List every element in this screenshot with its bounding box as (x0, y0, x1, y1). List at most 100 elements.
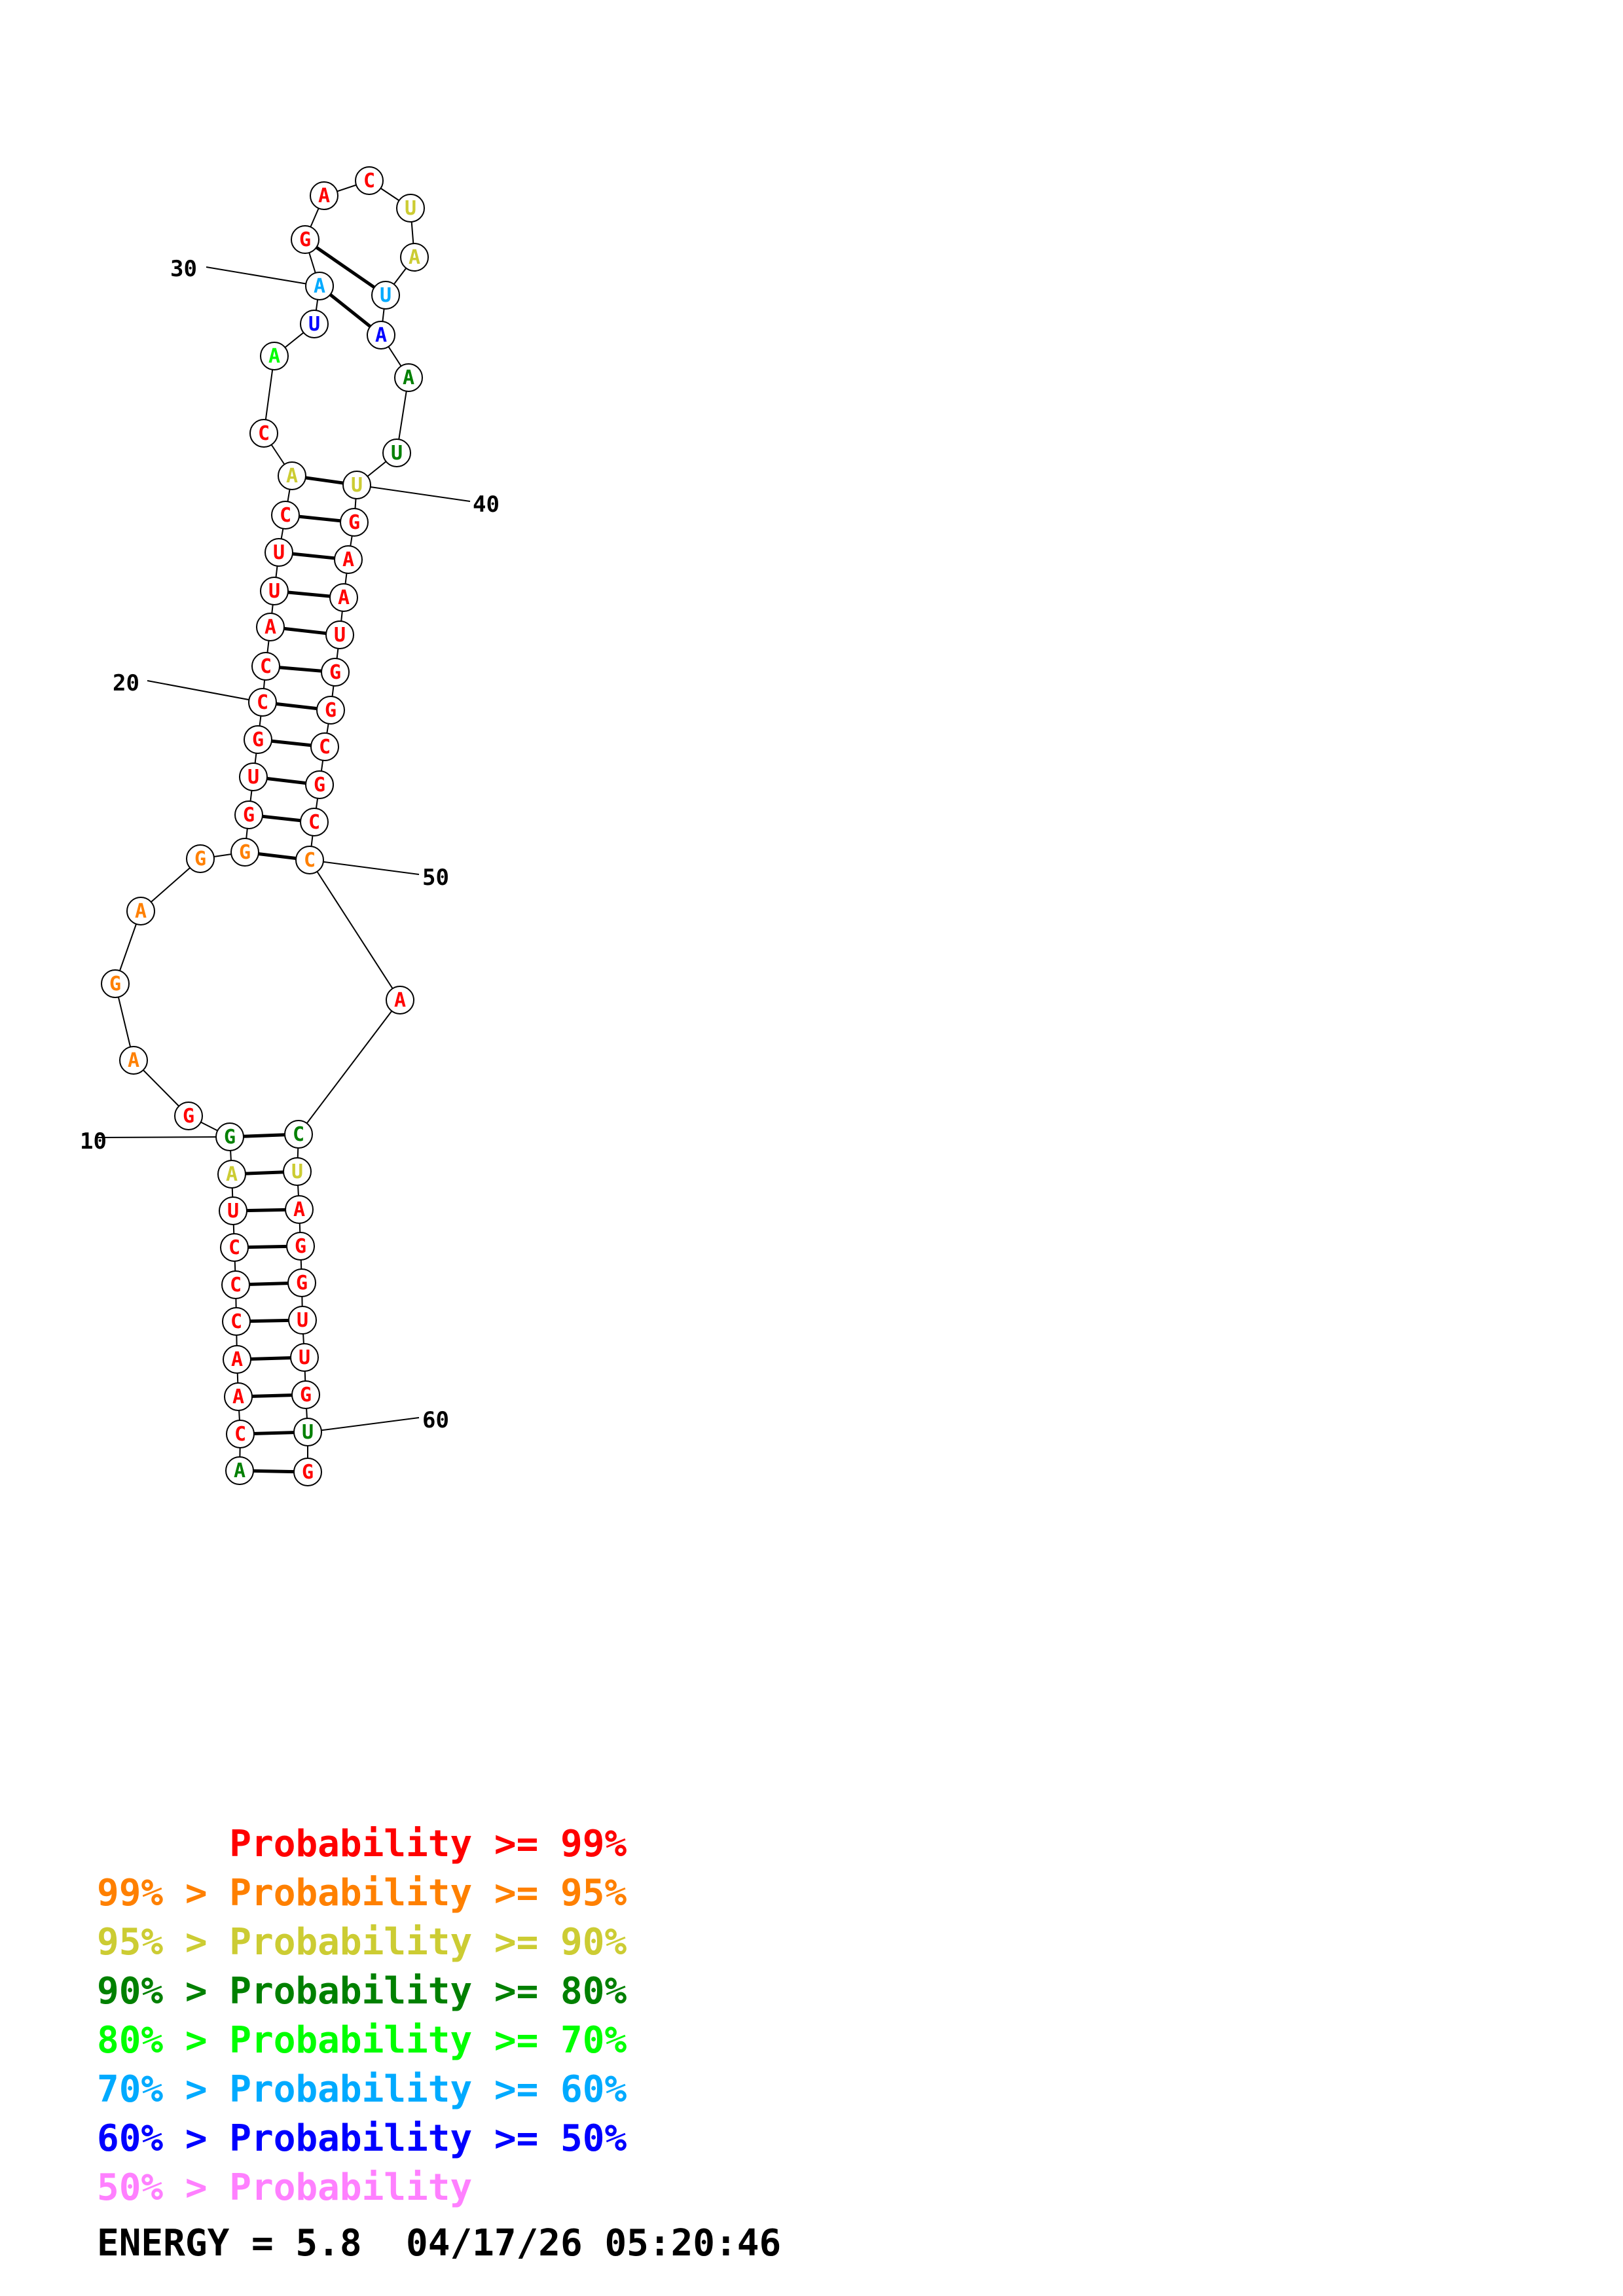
nucleotide-circle (325, 620, 354, 649)
nucleotide-circle (221, 1270, 250, 1299)
legend-prefix: 60% > (97, 2117, 230, 2160)
nucleotide-letter: A (403, 367, 414, 389)
nucleotide: A (285, 1195, 314, 1224)
position-label-leader (147, 680, 263, 703)
nucleotide-circle (382, 439, 411, 467)
nucleotide-circle (291, 225, 319, 254)
nucleotide-letter: C (230, 1274, 242, 1297)
legend-prefix: 70% > (97, 2068, 230, 2111)
backbone-segment (298, 999, 401, 1135)
nucleotide-letter: C (234, 1423, 246, 1446)
nucleotide: C (355, 166, 384, 195)
nucleotide-circle (285, 1195, 314, 1224)
nucleotide-circle (293, 1458, 322, 1486)
nucleotide-letter: C (293, 1123, 304, 1146)
nucleotide: U (325, 620, 354, 649)
nucleotide-letter: G (194, 848, 206, 870)
legend-prefix: 50% > (97, 2166, 230, 2209)
nucleotide-circle (244, 725, 272, 754)
nucleotide-letter: U (299, 1346, 310, 1369)
nucleotide: C (221, 1270, 250, 1299)
nucleotide-circle (394, 363, 423, 392)
nucleotide-circle (310, 732, 339, 761)
nucleotide: G (174, 1102, 203, 1130)
nucleotide-letter: A (234, 1460, 246, 1482)
nucleotide-circle (264, 538, 293, 567)
legend-label: Probability >= 80% (229, 1970, 627, 2013)
nucleotide-letter: A (394, 989, 406, 1012)
nucleotide-letter: C (257, 691, 268, 714)
nucleotide-letter: G (329, 661, 341, 684)
legend-row: 90% > Probability >= 80% (97, 1967, 627, 2016)
position-label: 30 (170, 256, 197, 282)
nucleotide: C (300, 808, 329, 836)
nucleotide-letter: U (268, 580, 280, 603)
nucleotide-circle (300, 808, 329, 836)
nucleotide: U (290, 1343, 319, 1372)
nucleotide-letter: U (391, 442, 403, 465)
nucleotide-letter: A (409, 246, 420, 269)
position-labels: 10 20 30 40 50 60 (80, 256, 500, 1433)
nucleotide-letter: A (128, 1049, 139, 1072)
nucleotide-letter: G (109, 973, 121, 996)
nucleotide: A (386, 986, 414, 1014)
nucleotide-letter: G (296, 1272, 308, 1295)
nucleotide-circle (101, 969, 130, 998)
nucleotide: A (119, 1046, 148, 1075)
nucleotide-circle (288, 1306, 317, 1335)
probability-legend: Probability >= 99% 99% > Probability >= 9… (97, 1820, 627, 2212)
nucleotide-letter: A (268, 345, 280, 368)
nucleotide: U (219, 1196, 247, 1225)
legend-row: 70% > Probability >= 60% (97, 2065, 627, 2114)
backbone (115, 180, 415, 1472)
nucleotide-circle (230, 838, 259, 867)
nucleotide-letter: C (258, 422, 270, 445)
legend-row: 50% > Probability (97, 2163, 627, 2212)
nucleotide: C (310, 732, 339, 761)
nucleotide-circle (260, 577, 289, 605)
nucleotide-letter: A (318, 185, 330, 207)
nucleotide-letter: G (314, 774, 325, 797)
legend-prefix: 95% > (97, 1921, 230, 1964)
position-label-leader (309, 859, 420, 875)
legend-row: 60% > Probability >= 50% (97, 2114, 627, 2163)
nucleotide: U (264, 538, 293, 567)
base-pair-line (304, 238, 387, 297)
nucleotide-letter: U (405, 197, 416, 220)
nucleotide: U (371, 281, 400, 310)
nucleotide-letter: C (230, 1310, 242, 1333)
legend-prefix: 90% > (97, 1970, 230, 2013)
nucleotide-letter: G (299, 228, 311, 251)
nucleotide-circle (355, 166, 384, 195)
nucleotide-letter: C (308, 811, 320, 834)
nucleotide-circle (287, 1268, 316, 1297)
nucleotide-letter: G (348, 511, 360, 534)
nucleotide-circle (256, 613, 285, 641)
legend-label: Probability >= 50% (229, 2117, 627, 2160)
nucleotide-circle (174, 1102, 203, 1130)
position-label-leader (206, 266, 320, 287)
nucleotide: A (400, 243, 429, 272)
nucleotide-circle (119, 1046, 148, 1075)
nucleotide-letter: U (380, 284, 392, 307)
nucleotide: U (293, 1418, 322, 1446)
nucleotide-letter: G (183, 1105, 194, 1128)
nucleotide-circle (220, 1233, 249, 1262)
legend-label: Probability >= 90% (229, 1921, 627, 1964)
nucleotide: A (278, 461, 306, 490)
nucleotide: G (316, 696, 345, 725)
nucleotide-letter: U (273, 541, 285, 564)
nucleotide: G (340, 508, 369, 537)
nucleotide: G (234, 800, 263, 829)
nucleotide-circle (340, 508, 369, 537)
nucleotide-circle (290, 1343, 319, 1372)
nucleotide: G (291, 1380, 320, 1409)
nucleotide: G (286, 1232, 315, 1261)
nucleotide: C (271, 501, 300, 529)
nucleotide-letter: G (295, 1235, 306, 1258)
nucleotide-circle (223, 1345, 251, 1374)
nucleotide-letter: C (260, 655, 272, 678)
nucleotide-circle (310, 181, 338, 210)
nucleotide: A (334, 545, 363, 574)
